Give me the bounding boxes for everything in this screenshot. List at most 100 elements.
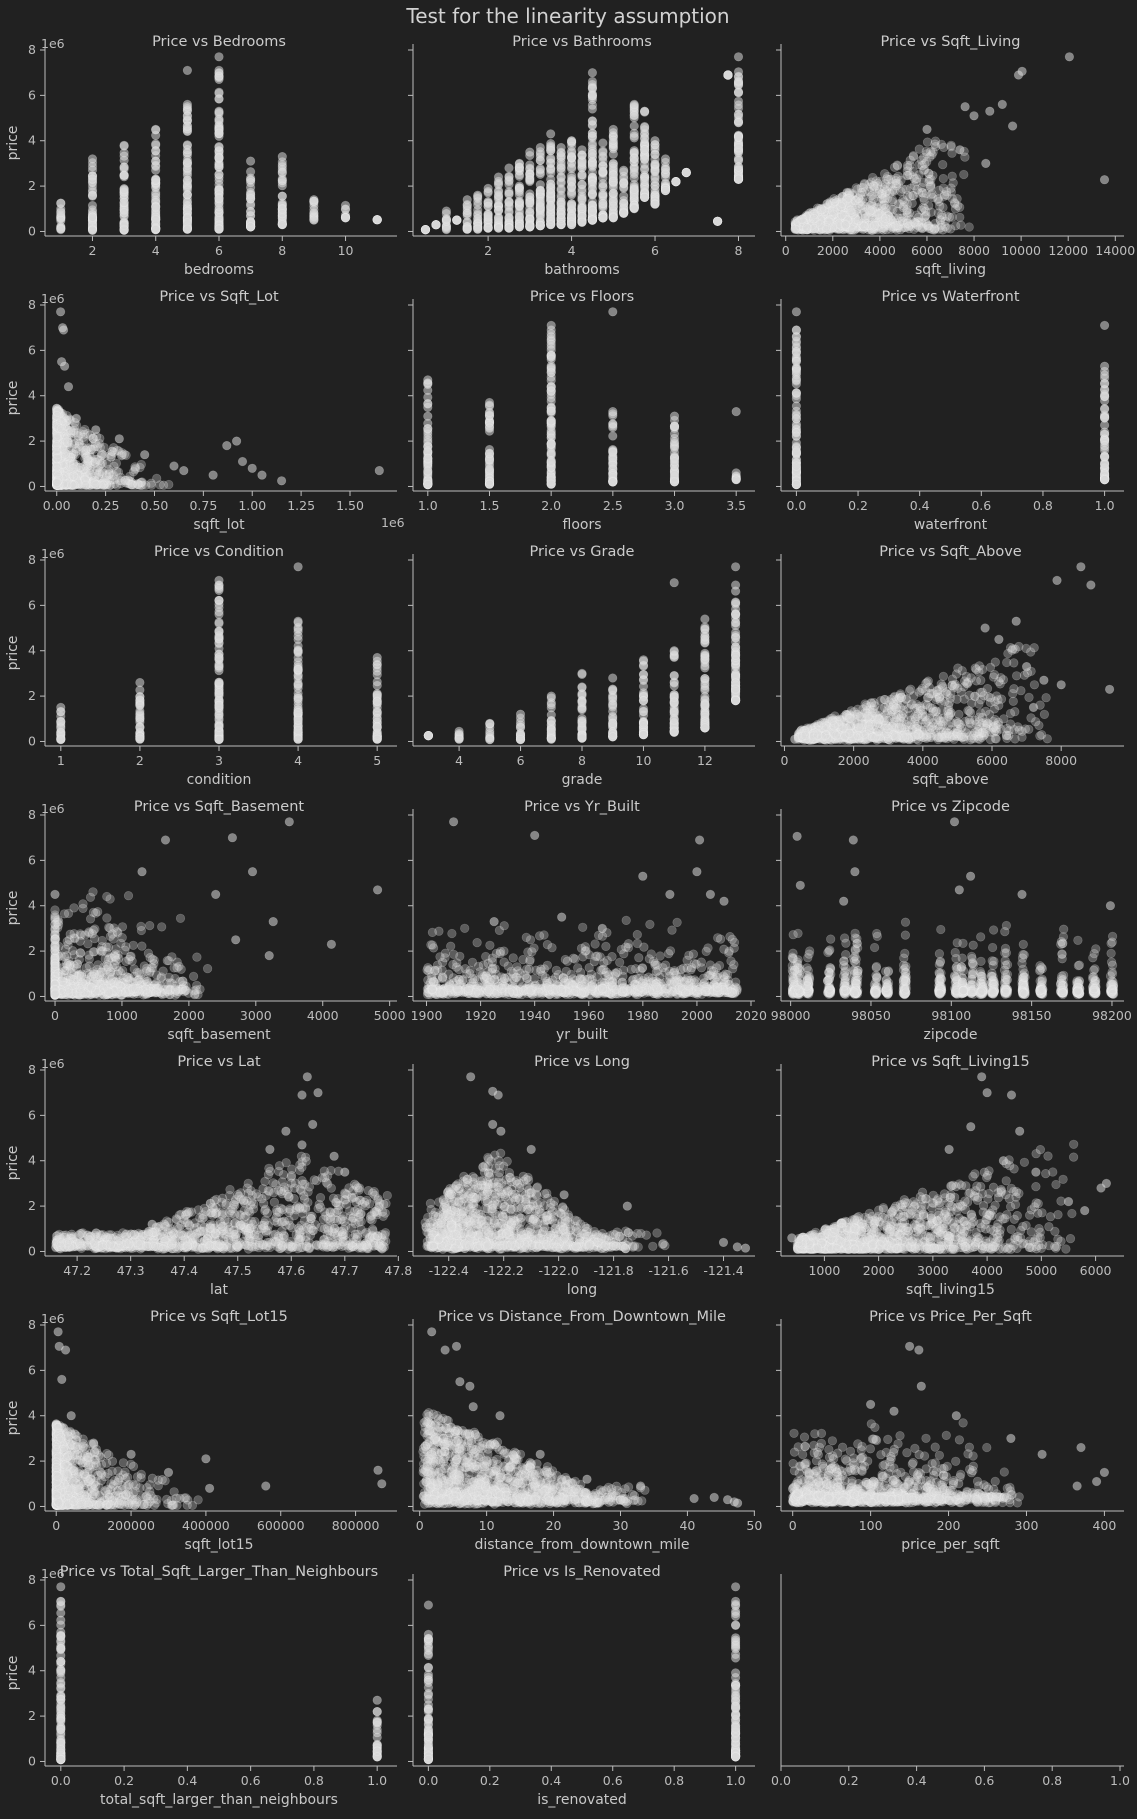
scatter-point [638,655,649,665]
scatter-point [56,723,66,733]
scatter-point [309,195,319,205]
scatter-point [898,195,908,205]
scatter-point [671,177,681,187]
scatter-point [608,213,618,223]
scatter-point [546,201,556,211]
scatter-point [71,446,81,456]
scatter-point [130,463,140,473]
scatter-point [246,182,256,193]
y-tick-label: 4 [28,388,36,403]
scatter-point [660,164,671,175]
subplot-title: Price vs Bedrooms [152,34,286,50]
scatter-point [869,221,880,231]
scatter-point [372,713,382,724]
scatter-point [1099,413,1110,423]
scatter-point [629,184,639,194]
scatter-point [484,407,495,418]
x-tick-label: 6 [517,753,525,768]
scatter-point [870,181,880,191]
scatter-point [922,124,932,134]
scatter-point [293,678,303,688]
scatter-point [1099,441,1110,451]
scatter-point [577,682,587,692]
scatter-point [598,199,608,209]
scatter-point [925,152,935,162]
scatter-point [608,149,618,159]
scatter-point [608,460,618,470]
scatter-point [247,463,257,473]
scatter-point [493,214,504,224]
y-tick-label: 4 [28,643,36,658]
y-tick-label: 0 [28,733,36,748]
x-axis-label: grade [562,772,603,788]
subplot-title: Price vs Sqft_Living [880,34,1020,50]
scatter-point [546,179,556,189]
scatter-point [956,220,966,230]
scatter-point [151,202,161,212]
scatter-point [57,424,67,434]
scatter-point [87,162,98,172]
scatter-point [598,213,608,223]
scatter-point [608,135,618,145]
scatter-point [546,456,556,466]
scatter-point [889,162,900,172]
scatter-point [214,722,224,732]
x-tick-label: 0.0 [786,498,806,513]
scatter-point [577,733,587,743]
scatter-point [1013,70,1024,80]
scatter-point [504,175,514,185]
scatter-point [246,207,256,217]
x-tick-label: 10000 [1001,243,1041,258]
scatter-point [1099,370,1110,380]
x-axis-label: bedrooms [184,262,254,278]
scatter-point [650,159,660,169]
x-tick-label: 14000 [1095,243,1135,258]
x-tick-label: 0.4 [910,498,930,513]
scatter-point [598,138,608,148]
scatter-point [423,375,433,385]
scatter-points [423,562,741,745]
scatter-point [947,171,957,181]
scatter-point [56,225,66,235]
scatter-point [608,685,618,695]
y-tick-label: 8 [28,297,36,312]
scatter-point [525,147,535,157]
scatter-point [372,734,382,744]
scatter-point [639,165,650,175]
scatter-point [504,223,514,233]
scatter-point [484,464,495,474]
scatter-point [910,174,920,184]
scatter-point [946,183,956,193]
scatter-point [535,155,545,166]
scatter-point [515,734,526,745]
x-tick-label: 2.5 [603,498,623,513]
scatter-point [938,173,948,184]
y-tick-label: 6 [28,342,36,357]
scatter-point [52,407,63,417]
scatter-point [791,357,802,367]
scatter-point [681,167,691,178]
scatter-point [119,184,129,194]
scatter-point [374,466,384,476]
x-tick-label: 4000 [864,243,896,258]
scatter-point [629,153,639,163]
x-tick-label: 8 [578,753,586,768]
scatter-point [95,443,105,453]
subplot-title: Price vs Waterfront [881,289,1019,305]
x-tick-label: 2 [484,243,492,258]
scatter-point [546,447,556,458]
scatter-point [525,175,535,185]
scatter-point [293,725,303,736]
scatter-point [80,480,90,490]
scatter-point [423,424,433,434]
scatter-point [182,224,192,234]
scatter-point [63,382,74,392]
scatter-point [473,190,483,200]
scatter-point [981,158,991,168]
scatter-point [493,206,504,216]
scatter-point [423,480,433,490]
scatter-point [214,88,224,98]
scatter-point [1099,175,1110,185]
scatter-point [546,734,556,744]
scatter-point [608,431,618,441]
